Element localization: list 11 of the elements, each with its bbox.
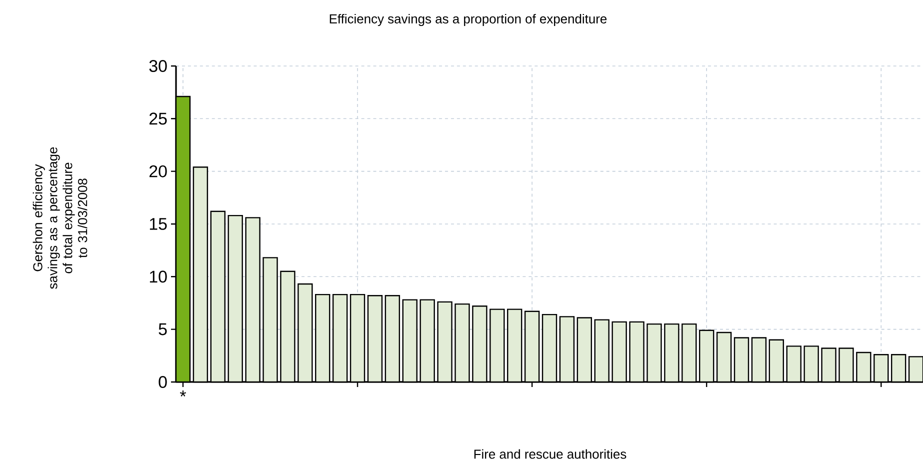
y-tick-label: 30	[149, 60, 167, 72]
y-tick-label: 25	[150, 112, 167, 125]
y-tick-label: 20	[150, 165, 167, 178]
x-tick-label: *	[180, 390, 186, 396]
y-tick-label: 0	[158, 376, 167, 388]
x-axis-title: Fire and rescue authorities	[474, 449, 626, 459]
y-tick-label: 10	[150, 270, 167, 283]
y-tick-label: 15	[150, 218, 167, 230]
y-axis-title: Gershon efficiency savings as a percentage of total expenditure to 31/03/2008	[32, 147, 88, 289]
chart-title: Efficiency savings as a proportion of expenditure	[330, 14, 607, 26]
y-tick-label: 5	[158, 323, 167, 336]
